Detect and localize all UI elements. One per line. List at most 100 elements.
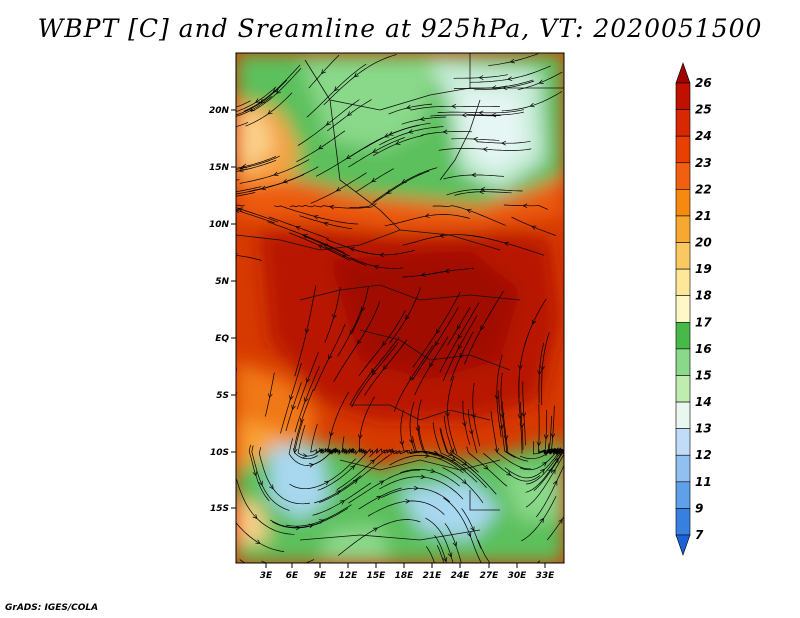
streamline [349,170,430,208]
colorbar-label: 16 [695,342,712,356]
lat-label: 10S [210,448,229,458]
streamline [450,331,474,382]
streamline-arrow [494,394,500,400]
streamline [363,124,420,149]
streamline [272,521,322,529]
streamline [421,131,473,136]
streamline [524,298,547,346]
streamline-arrow [371,370,377,376]
streamline [443,315,478,382]
streamline [358,310,406,376]
streamline-arrow [503,241,509,247]
streamline-arrow [541,461,547,467]
streamline [313,323,346,391]
colorbar-label: 14 [695,395,712,409]
streamline-arrow [272,87,278,93]
streamline-arrow [317,144,324,150]
streamline-arrow [353,72,359,78]
streamline-arrow [442,557,448,563]
streamline [414,336,449,396]
streamline [536,464,564,518]
streamline-arrow [360,306,366,312]
streamline [517,71,563,91]
streamline-arrow [328,354,333,360]
streamline-arrow [462,421,467,427]
streamline [430,114,501,117]
streamline [236,479,295,535]
colorbar-swatch [675,428,691,456]
colorbar-label: 18 [695,289,712,303]
streamline-arrow [379,252,385,258]
lat-label: 20N [209,106,230,116]
streamline-arrow [379,480,385,485]
streamline-arrow [409,438,414,444]
streamline-arrow [447,552,453,558]
streamline [417,399,428,454]
streamline-arrow [300,417,305,424]
streamline-arrow [424,213,430,218]
streamline [364,339,408,396]
lat-label: 10N [209,220,230,230]
colorbar-label: 23 [695,156,712,170]
lon-label: 6E [286,571,299,581]
streamline-arrow [376,495,382,501]
streamline [358,396,375,455]
streamline-arrow [382,340,387,347]
streamline-arrow [313,214,319,220]
streamline [432,205,506,226]
streamline-arrow [335,449,341,455]
streamline [369,448,420,458]
streamline [434,535,447,563]
streamline-arrow [501,570,505,574]
colorbar-label: 12 [695,448,712,462]
streamline [296,352,319,410]
streamline [323,54,397,106]
streamline [490,411,531,470]
streamline [533,449,564,491]
lon-label: 9E [314,571,327,581]
colorbar-label: 24 [695,129,712,143]
streamline [412,307,459,381]
streamline [239,159,310,184]
footer-credit: GrADS: IGES/COLA [5,603,99,613]
streamline-arrow [491,85,497,90]
streamline [544,409,551,454]
streamline [308,54,340,89]
streamline-arrow [329,204,335,210]
streamline [438,148,532,151]
streamline [236,159,277,172]
streamline [236,96,272,117]
streamline [402,270,447,278]
streamline [474,80,535,91]
streamline [367,500,445,517]
streamline [388,103,433,115]
colorbar-label: 25 [695,103,712,117]
streamline [503,204,549,210]
temperature-field [214,53,564,574]
streamline-arrow [259,99,265,104]
streamline-arrow [304,397,309,403]
colorbar-swatch [675,454,691,483]
streamline-arrow [304,328,310,334]
streamline-arrow [241,163,247,169]
streamline [453,79,534,89]
streamline [500,372,513,457]
streamline [326,99,372,132]
streamline [352,286,369,332]
streamline-arrow [395,140,401,145]
streamline-arrow [424,453,430,458]
streamline-arrow [413,485,419,491]
streamline [393,345,434,412]
streamline [288,438,338,466]
streamline [402,234,485,246]
streamline [296,130,346,163]
streamline-arrow [466,208,472,214]
streamline [437,109,524,114]
streamline [409,401,441,457]
streamline-arrow [214,193,218,197]
streamline [381,487,451,503]
streamline-arrow [548,468,553,474]
streamline [466,446,508,487]
streamline-arrow [236,208,240,214]
streamline [236,155,280,170]
